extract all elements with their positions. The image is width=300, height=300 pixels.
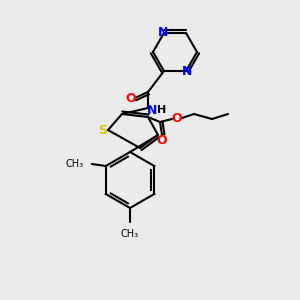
Text: N: N: [158, 26, 168, 39]
Text: CH₃: CH₃: [66, 159, 84, 169]
Text: O: O: [126, 92, 136, 104]
Text: O: O: [157, 134, 167, 146]
Text: O: O: [172, 112, 182, 124]
Text: S: S: [98, 124, 107, 136]
Text: CH₃: CH₃: [121, 229, 139, 239]
Text: N: N: [147, 103, 157, 116]
Text: N: N: [182, 64, 192, 78]
Text: H: H: [158, 105, 166, 115]
